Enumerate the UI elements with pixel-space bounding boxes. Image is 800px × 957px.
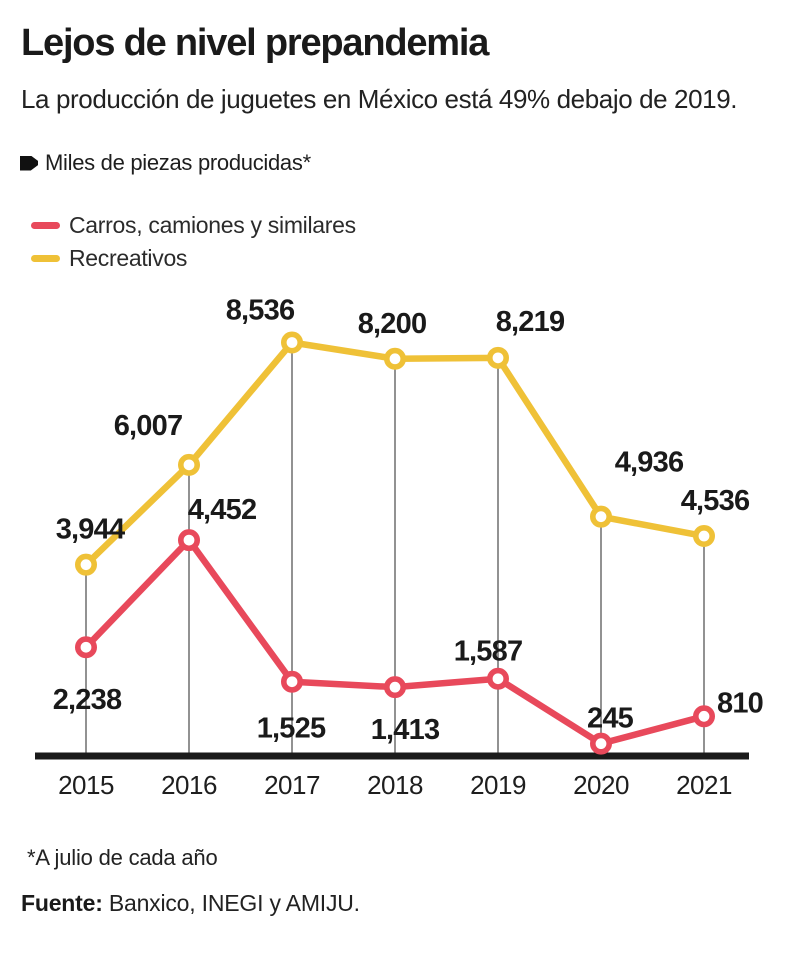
data-label-recreativos-2016: 6,007 xyxy=(114,410,183,442)
marker-recreativos-2016 xyxy=(178,453,201,476)
source-label: Fuente: xyxy=(21,890,103,916)
data-label-carros-2018: 1,413 xyxy=(371,714,440,746)
data-label-carros-2017: 1,525 xyxy=(257,713,326,745)
source-line: Fuente: Banxico, INEGI y AMIJU. xyxy=(21,890,360,917)
x-tick-label-2015: 2015 xyxy=(58,770,114,800)
unit-row: Miles de piezas producidas* xyxy=(20,150,311,176)
data-label-recreativos-2015: 3,944 xyxy=(56,514,125,546)
marker-recreativos-2017 xyxy=(280,331,303,354)
marker-carros-2015 xyxy=(75,636,98,659)
x-axis xyxy=(35,752,749,760)
page-subtitle: La producción de juguetes en México está… xyxy=(21,84,738,114)
x-tick-label-2017: 2017 xyxy=(264,770,320,800)
source-text: Banxico, INEGI y AMIJU. xyxy=(102,890,360,916)
marker-recreativos-2018 xyxy=(383,347,406,370)
marker-carros-2018 xyxy=(383,676,406,699)
marker-recreativos-2015 xyxy=(75,553,98,576)
x-tick-label-2018: 2018 xyxy=(367,770,423,800)
unit-label: Miles de piezas producidas* xyxy=(45,150,311,175)
data-label-carros-2015: 2,238 xyxy=(53,684,122,716)
data-label-recreativos-2019: 8,219 xyxy=(496,306,565,338)
data-label-carros-2016: 4,452 xyxy=(188,494,257,526)
data-label-recreativos-2020: 4,936 xyxy=(615,447,684,479)
marker-recreativos-2020 xyxy=(589,505,612,528)
data-label-recreativos-2021: 4,536 xyxy=(681,485,750,517)
x-tick-label-2016: 2016 xyxy=(161,770,217,800)
x-tick-label-2020: 2020 xyxy=(573,770,629,800)
data-label-carros-2020: 245 xyxy=(587,703,634,735)
data-label-recreativos-2018: 8,200 xyxy=(358,308,427,340)
marker-carros-2021 xyxy=(692,705,715,728)
x-tick-label-2021: 2021 xyxy=(676,770,732,800)
data-label-carros-2019: 1,587 xyxy=(454,636,523,668)
x-tick-label-2019: 2019 xyxy=(470,770,526,800)
legend-swatch-carros xyxy=(31,222,60,229)
marker-carros-2017 xyxy=(280,670,303,693)
marker-carros-2019 xyxy=(486,667,509,690)
chart-legend: Carros, camiones y similares Recreativos xyxy=(31,212,356,272)
marker-carros-2020 xyxy=(589,732,612,755)
footnote: *A julio de cada año xyxy=(27,845,218,870)
page-title: Lejos de nivel prepandemia xyxy=(21,22,489,64)
data-label-carros-2021: 810 xyxy=(717,687,763,719)
data-label-recreativos-2017: 8,536 xyxy=(226,295,295,327)
legend-item-recreativos: Recreativos xyxy=(31,245,356,272)
marker-recreativos-2019 xyxy=(486,346,509,369)
legend-swatch-recreativos xyxy=(31,255,60,262)
legend-label-carros: Carros, camiones y similares xyxy=(69,212,356,238)
legend-item-carros: Carros, camiones y similares xyxy=(31,212,356,239)
marker-recreativos-2021 xyxy=(692,525,715,548)
marker-carros-2016 xyxy=(178,529,201,552)
legend-label-recreativos: Recreativos xyxy=(69,245,188,271)
tag-icon xyxy=(20,155,38,171)
